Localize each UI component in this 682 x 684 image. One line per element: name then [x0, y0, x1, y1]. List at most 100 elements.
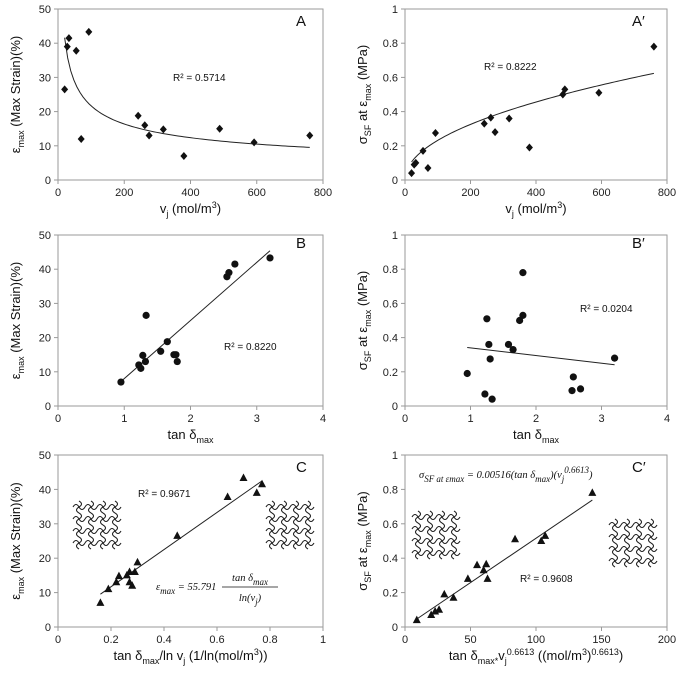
- y-tick-label: 0.6: [383, 519, 398, 531]
- data-point: [96, 598, 105, 606]
- network-strand: [265, 536, 279, 550]
- network-strand: [301, 500, 315, 514]
- network-strand: [84, 512, 98, 526]
- y-tick-label: 50: [39, 4, 51, 16]
- x-tick-label: 0: [55, 187, 61, 199]
- network-strand: [644, 518, 658, 532]
- y-axis-label: σSF at εmax (MPa): [355, 271, 373, 370]
- x-tick-label: 150: [592, 634, 610, 646]
- data-point: [117, 378, 125, 386]
- network-strand: [84, 500, 98, 514]
- data-point: [114, 571, 123, 580]
- x-tick-label: 50: [464, 634, 476, 646]
- network-strand: [301, 536, 315, 550]
- panel-letter: A: [296, 13, 306, 30]
- data-point: [483, 315, 491, 323]
- network-strand: [620, 530, 634, 544]
- y-tick-label: 0.6: [383, 298, 398, 310]
- r-squared-label: R² = 0.8220: [224, 342, 277, 353]
- y-axis-label: σSF at εmax (MPa): [355, 491, 373, 590]
- y-axis-label: εmax (Max Strain)(%): [8, 36, 26, 153]
- network-strand: [301, 512, 315, 526]
- x-tick-label: 200: [461, 187, 479, 199]
- y-tick-label: 0: [392, 401, 398, 413]
- y-tick-label: 30: [39, 519, 51, 531]
- network-strand: [447, 546, 461, 560]
- equation-text: σSF at εmax = 0.00516(tan δmax)(vj0.6613…: [419, 465, 593, 484]
- equation-lhs: εmax = 55.791: [156, 582, 216, 596]
- network-strand: [96, 524, 110, 538]
- network-strand: [108, 500, 122, 514]
- network-strand: [608, 542, 622, 556]
- y-tick-label: 0.8: [383, 38, 398, 50]
- data-point: [479, 565, 488, 574]
- y-tick-label: 1: [392, 450, 398, 462]
- plot-frame: [404, 8, 668, 181]
- data-point: [133, 557, 142, 566]
- data-point: [504, 340, 513, 349]
- y-tick-label: 0.2: [383, 588, 398, 600]
- trendline: [467, 346, 615, 366]
- x-tick-label: 1: [320, 634, 326, 646]
- network-strand: [289, 524, 303, 538]
- network-strand: [411, 546, 425, 560]
- y-tick-label: 0: [45, 175, 51, 187]
- y-tick-label: 50: [39, 230, 51, 242]
- x-tick-label: 3: [598, 413, 604, 425]
- data-point: [463, 369, 471, 378]
- panel-letter: C: [296, 459, 307, 476]
- network-strand: [423, 522, 437, 536]
- data-point: [431, 128, 439, 137]
- x-tick-label: 200: [658, 634, 676, 646]
- x-tick-label: 3: [254, 413, 260, 425]
- trendline: [416, 499, 593, 620]
- network-strand: [277, 536, 291, 550]
- data-point: [483, 574, 492, 582]
- data-point: [128, 581, 137, 589]
- data-point: [482, 559, 491, 568]
- x-axis-label: vj (mol/m3): [505, 200, 566, 219]
- data-point: [223, 492, 232, 500]
- x-tick-label: 0: [402, 413, 408, 425]
- data-point: [141, 121, 149, 130]
- y-tick-label: 1: [392, 230, 398, 242]
- trendline: [64, 37, 310, 148]
- network-strand: [72, 536, 86, 550]
- network-strand: [632, 518, 646, 532]
- network-strand: [72, 500, 86, 514]
- data-point: [180, 152, 188, 161]
- network-sketch-icon: [265, 500, 315, 550]
- panel-letter: A′: [632, 13, 645, 30]
- panel-C-prime: 0 50 100 150 200 0 0.2 0.4 0.6 0.8 1 tan δmax*vj0.6…: [355, 450, 676, 666]
- network-strand: [96, 512, 110, 526]
- data-point: [130, 567, 139, 575]
- network-sketch-icon: [608, 518, 658, 568]
- data-point: [568, 387, 576, 395]
- r-squared-label: R² = 0.8222: [484, 62, 537, 73]
- y-tick-label: 50: [39, 450, 51, 462]
- x-tick-label: 2: [533, 413, 539, 425]
- x-tick-label: 2: [187, 413, 193, 425]
- data-point: [480, 119, 488, 128]
- data-point: [511, 534, 520, 543]
- data-point: [172, 351, 180, 359]
- network-strand: [277, 512, 291, 526]
- y-tick-label: 1: [392, 4, 398, 16]
- data-point: [163, 338, 171, 346]
- network-sketch-icon: [411, 510, 461, 560]
- network-strand: [620, 554, 634, 568]
- x-tick-label: 100: [527, 634, 545, 646]
- network-strand: [644, 542, 658, 556]
- network-strand: [265, 512, 279, 526]
- data-point: [650, 42, 658, 51]
- y-tick-label: 40: [39, 484, 51, 496]
- trendline: [411, 72, 655, 163]
- network-strand: [108, 524, 122, 538]
- data-point: [157, 347, 165, 355]
- x-tick-label: 800: [658, 187, 676, 199]
- network-strand: [423, 534, 437, 548]
- data-point: [125, 567, 134, 575]
- network-sketch-icon: [72, 500, 122, 550]
- data-point: [525, 143, 533, 152]
